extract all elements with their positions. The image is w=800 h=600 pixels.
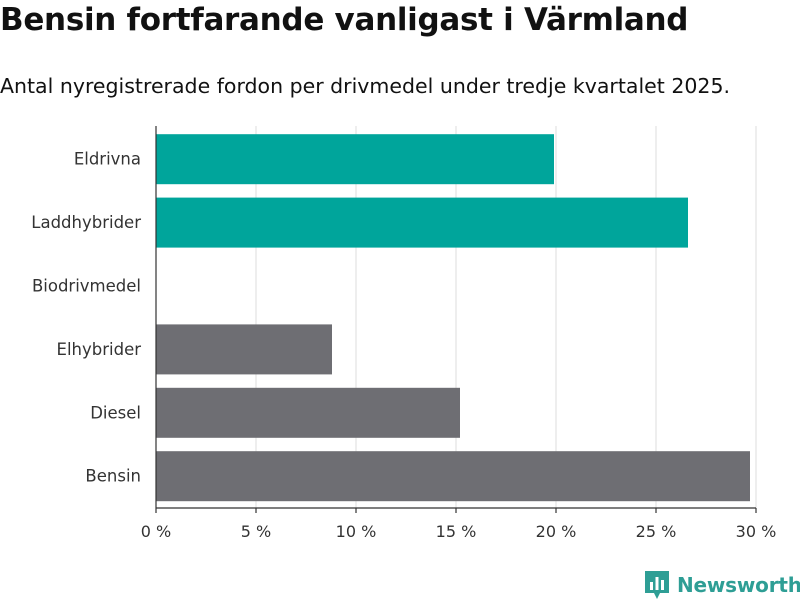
category-label: Laddhybrider [31, 213, 141, 232]
x-tick-label: 25 % [636, 522, 677, 541]
bar [156, 387, 460, 438]
bar [156, 451, 750, 502]
category-label: Elhybrider [57, 340, 142, 359]
x-tick-label: 5 % [241, 522, 271, 541]
x-tick-label: 20 % [536, 522, 577, 541]
bar [156, 134, 554, 185]
newsworthy-logo: Newsworthy [645, 570, 800, 600]
category-label: Bensin [85, 467, 141, 486]
newsworthy-logo-text: Newsworthy [677, 573, 800, 597]
x-tick-label: 10 % [336, 522, 377, 541]
bar [156, 324, 332, 375]
chart-subtitle: Antal nyregistrerade fordon per drivmede… [0, 74, 731, 98]
chart-title: Bensin fortfarande vanligast i Värmland [0, 2, 689, 38]
category-label: Diesel [90, 403, 141, 422]
x-tick-label: 15 % [436, 522, 477, 541]
category-label: Eldrivna [74, 150, 141, 169]
newsworthy-logo-icon [645, 571, 669, 599]
category-label: Biodrivmedel [32, 277, 141, 296]
x-tick-label: 0 % [141, 522, 171, 541]
x-tick-label: 30 % [736, 522, 777, 541]
bar [156, 197, 688, 248]
